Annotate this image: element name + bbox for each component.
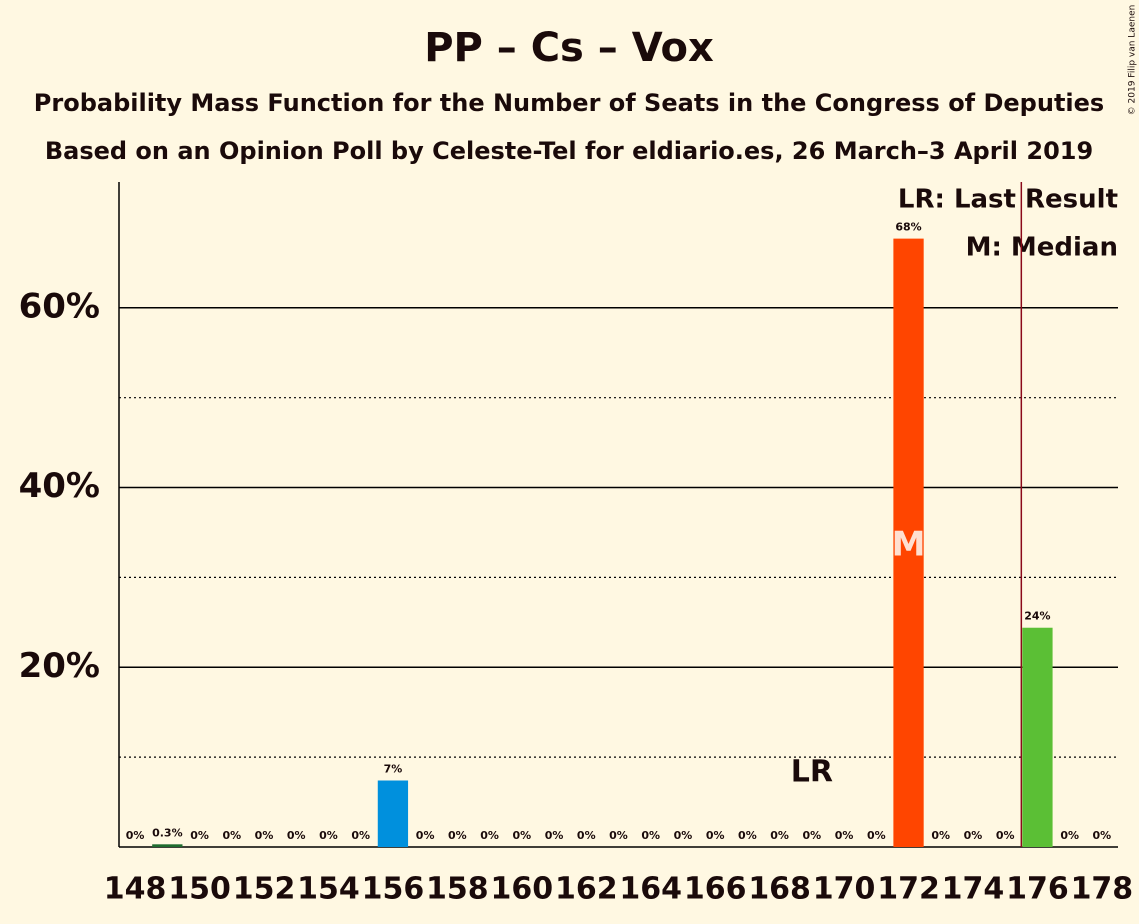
x-tick-label: 166 — [684, 872, 747, 907]
legend-entry: LR: Last Result — [898, 185, 1118, 215]
bar — [1022, 627, 1053, 847]
y-tick-label: 40% — [19, 466, 100, 506]
x-tick-label: 148 — [104, 872, 167, 907]
x-tick-label: 178 — [1071, 872, 1134, 907]
bar — [893, 238, 924, 847]
chart-subtitle: Based on an Opinion Poll by Celeste-Tel … — [45, 137, 1093, 165]
value-label: 0% — [287, 829, 306, 842]
value-label: 0% — [609, 829, 628, 842]
value-label: 0% — [996, 829, 1015, 842]
median-label: M — [892, 525, 926, 565]
value-label: 0% — [319, 829, 338, 842]
x-tick-label: 160 — [491, 872, 554, 907]
x-tick-label: 172 — [877, 872, 940, 907]
x-tick-label: 158 — [426, 872, 489, 907]
x-tick-label: 176 — [1006, 872, 1069, 907]
x-tick-label: 170 — [813, 872, 876, 907]
x-tick-label: 174 — [942, 872, 1005, 907]
x-tick-label: 162 — [555, 872, 618, 907]
x-tick-label: 154 — [297, 872, 360, 907]
x-tick-label: 164 — [619, 872, 682, 907]
value-label: 24% — [1024, 610, 1050, 623]
value-label: 7% — [384, 763, 403, 776]
x-tick-label: 150 — [168, 872, 231, 907]
value-label: 0% — [770, 829, 789, 842]
last-result-label: LR — [791, 755, 833, 790]
value-label: 0% — [416, 829, 435, 842]
value-label: 0% — [867, 829, 886, 842]
value-label: 0% — [931, 829, 950, 842]
y-tick-label: 20% — [19, 646, 100, 686]
value-label: 0% — [835, 829, 854, 842]
value-label: 0% — [1093, 829, 1112, 842]
legend-entry: M: Median — [966, 233, 1118, 263]
copyright: © 2019 Filip van Laenen — [1128, 5, 1138, 116]
value-label: 0% — [222, 829, 241, 842]
value-label: 0% — [190, 829, 209, 842]
value-label: 0% — [674, 829, 693, 842]
value-label: 0% — [480, 829, 499, 842]
value-label: 0.3% — [152, 826, 183, 839]
value-label: 0% — [803, 829, 822, 842]
value-label: 0% — [1060, 829, 1079, 842]
x-tick-label: 152 — [233, 872, 296, 907]
bar — [377, 780, 409, 847]
value-label: 0% — [255, 829, 274, 842]
value-label: 0% — [641, 829, 660, 842]
value-label: 0% — [706, 829, 725, 842]
value-label: 0% — [351, 829, 370, 842]
value-label: 0% — [964, 829, 983, 842]
bar — [152, 844, 183, 847]
chart-subtitle: Probability Mass Function for the Number… — [34, 89, 1104, 117]
y-tick-label: 60% — [19, 286, 100, 326]
value-label: 0% — [738, 829, 757, 842]
value-label: 0% — [577, 829, 596, 842]
value-label: 68% — [895, 221, 921, 234]
chart-title: PP – Cs – Vox — [424, 25, 714, 71]
x-tick-label: 168 — [748, 872, 811, 907]
value-label: 0% — [512, 829, 531, 842]
x-tick-label: 156 — [362, 872, 425, 907]
value-label: 0% — [126, 829, 145, 842]
value-label: 0% — [545, 829, 564, 842]
value-label: 0% — [448, 829, 467, 842]
